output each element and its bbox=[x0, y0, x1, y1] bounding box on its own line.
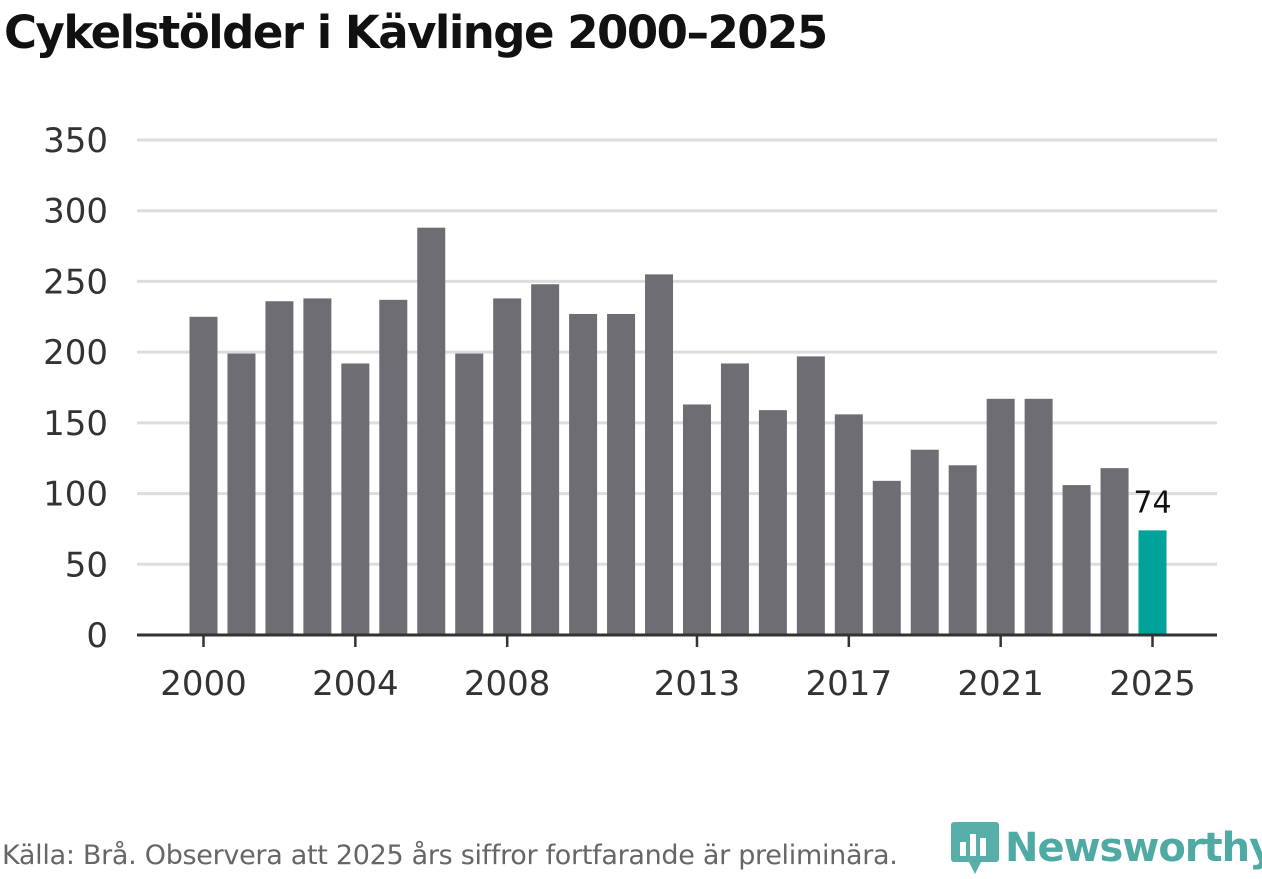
bars bbox=[189, 227, 1167, 635]
bar-2004 bbox=[341, 363, 370, 635]
bar-2007 bbox=[455, 353, 484, 635]
bar-2014 bbox=[720, 363, 749, 635]
bar-2019 bbox=[910, 449, 939, 635]
bar-2020 bbox=[948, 465, 977, 635]
x-axis: 2000 2004 2008 2013 2017 2021 2025 bbox=[137, 633, 1217, 704]
bar-chart-icon bbox=[951, 822, 999, 874]
gridlines bbox=[137, 138, 1217, 566]
bar-2023 bbox=[1062, 485, 1091, 635]
y-tick-label: 200 bbox=[43, 333, 108, 373]
bar-2015 bbox=[758, 410, 787, 635]
bar-2006 bbox=[417, 227, 446, 635]
y-tick-label: 350 bbox=[43, 121, 108, 161]
bar-2009 bbox=[531, 284, 560, 635]
bar-2025 bbox=[1138, 530, 1167, 635]
data-labels: 74 bbox=[1133, 485, 1171, 520]
bar-2021 bbox=[986, 398, 1015, 635]
y-tick-label: 100 bbox=[43, 475, 108, 515]
brand-name: Newsworthy bbox=[1005, 825, 1262, 871]
x-tick-label: 2000 bbox=[160, 664, 247, 704]
source-note: Källa: Brå. Observera att 2025 års siffr… bbox=[2, 840, 898, 871]
y-tick-label: 250 bbox=[43, 262, 108, 302]
brand-logo: Newsworthy bbox=[951, 820, 1262, 876]
bar-2016 bbox=[796, 356, 825, 635]
y-tick-label: 300 bbox=[43, 192, 108, 232]
bar-2000 bbox=[189, 316, 218, 635]
bar-2005 bbox=[379, 299, 408, 635]
bar-2013 bbox=[682, 404, 711, 635]
bar-2002 bbox=[265, 301, 294, 635]
bar-2017 bbox=[834, 414, 863, 635]
bar-2003 bbox=[303, 298, 332, 635]
x-tick-label: 2013 bbox=[654, 664, 741, 704]
x-tick-label: 2004 bbox=[312, 664, 399, 704]
y-tick-label: 150 bbox=[43, 404, 108, 444]
x-tick-label: 2021 bbox=[957, 664, 1044, 704]
bar-2024 bbox=[1100, 468, 1129, 635]
y-axis-ticks: 0 50 100 150 200 250 300 350 bbox=[43, 121, 108, 656]
y-tick-label: 50 bbox=[65, 545, 108, 585]
bar-2011 bbox=[607, 313, 636, 635]
bar-2018 bbox=[872, 480, 901, 635]
bar-2012 bbox=[645, 274, 674, 635]
x-tick-label: 2025 bbox=[1109, 664, 1196, 704]
chart-title: Cykelstölder i Kävlinge 2000–2025 bbox=[4, 6, 828, 59]
data-label-2025: 74 bbox=[1133, 485, 1171, 520]
bar-2010 bbox=[569, 313, 598, 635]
y-tick-label: 0 bbox=[86, 616, 108, 656]
bar-2008 bbox=[493, 298, 522, 635]
bar-2001 bbox=[227, 353, 256, 635]
x-tick-label: 2017 bbox=[806, 664, 893, 704]
x-tick-label: 2008 bbox=[464, 664, 551, 704]
bar-2022 bbox=[1024, 398, 1053, 635]
